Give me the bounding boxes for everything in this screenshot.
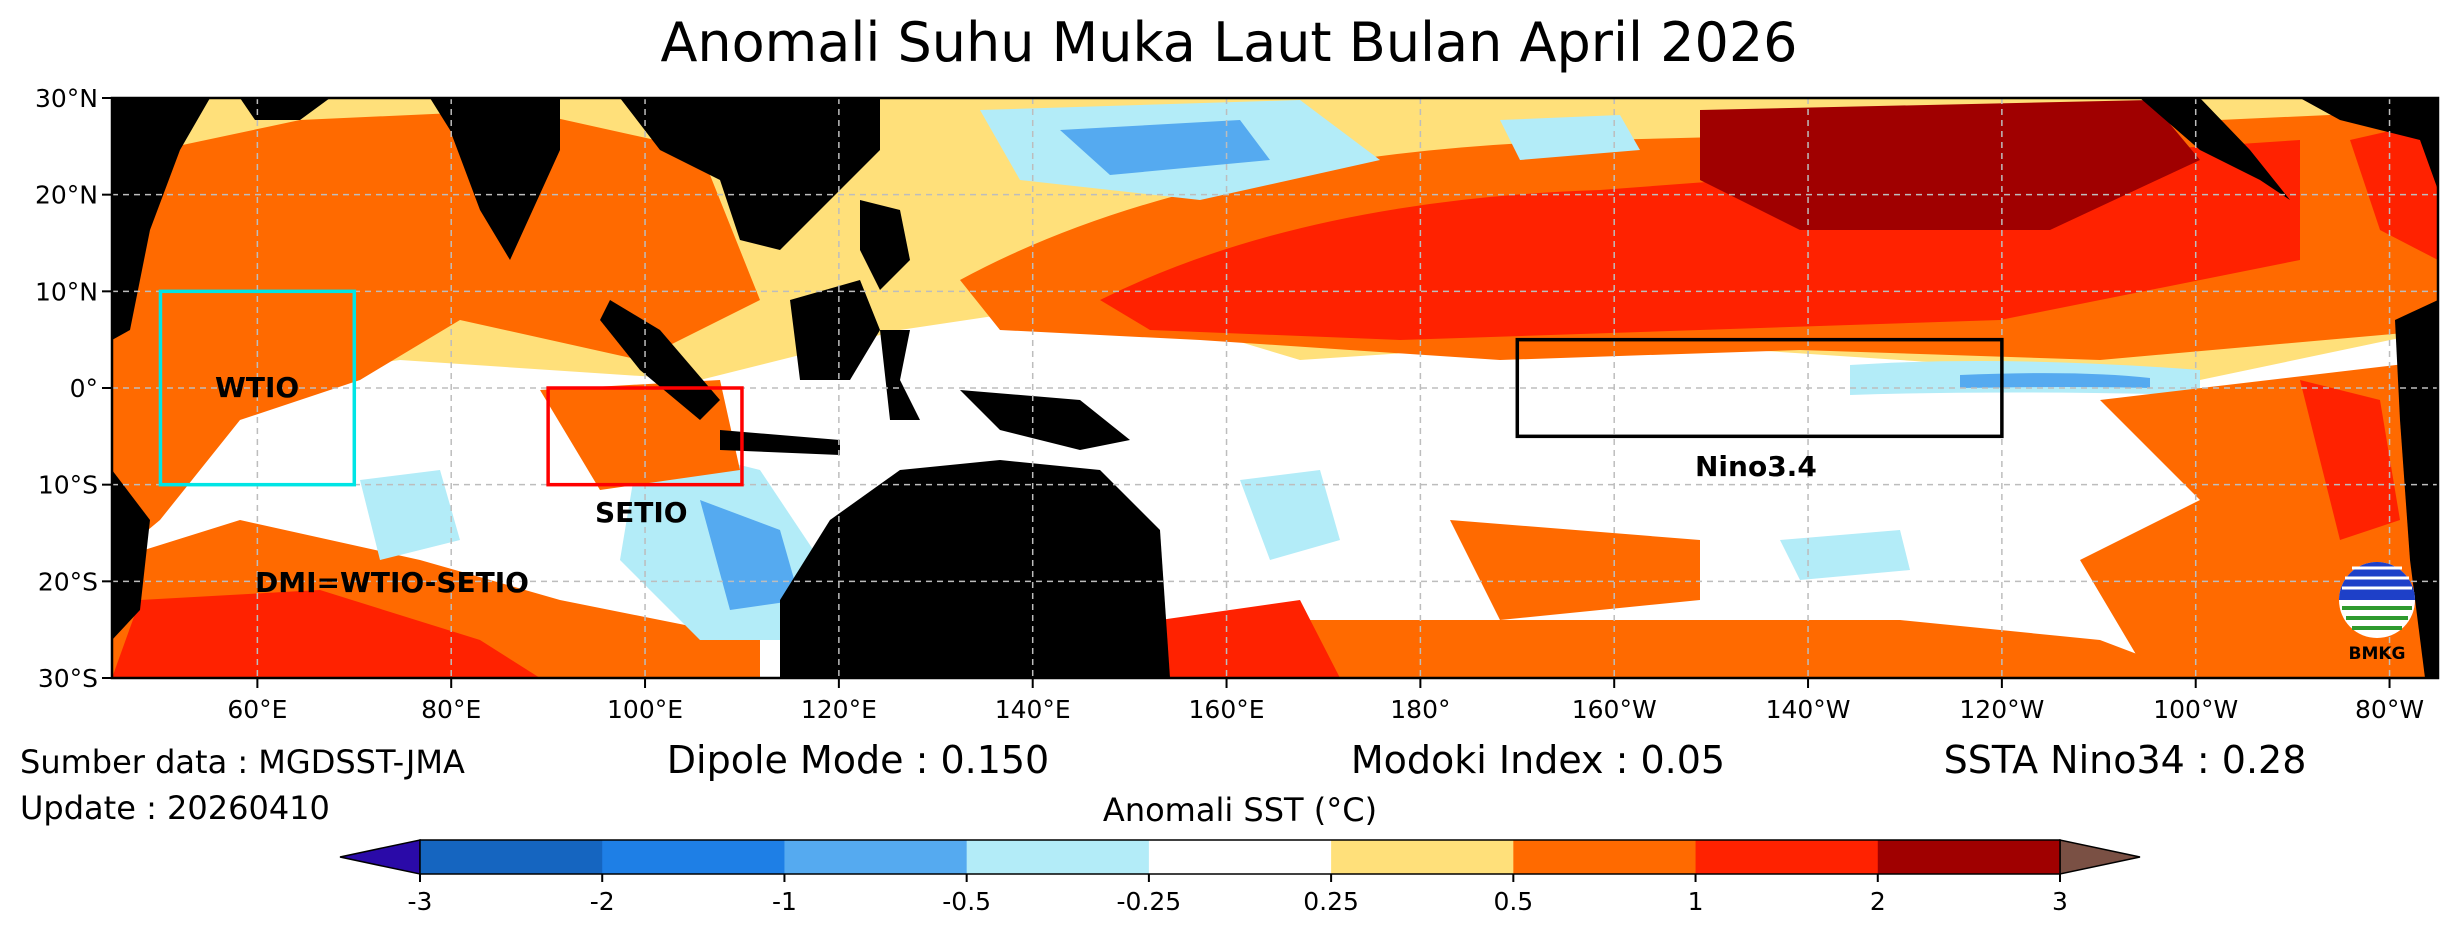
nino34-value: SSTA Nino34 : 0.28	[1943, 738, 2307, 782]
colorbar-segment	[602, 840, 785, 874]
colorbar-tick-label: 2	[1870, 887, 1886, 916]
colorbar-tick-label: -0.25	[1117, 887, 1182, 916]
lon-tick-label: 60°E	[227, 695, 287, 724]
modoki-index-value: Modoki Index : 0.05	[1350, 738, 1726, 782]
colorbar-segment	[966, 840, 1150, 874]
label-dmi: DMI=WTIO-SETIO	[255, 566, 529, 599]
lon-tick-label: 100°W	[2153, 695, 2238, 724]
colorbar-tick-label: 1	[1688, 887, 1704, 916]
colorbar-frame	[419, 839, 2061, 875]
colorbar-segment	[1331, 840, 1514, 874]
axis-ticks: 30°N 20°N 10°N 0° 10°S 20°S 30°S 60°E 80°E 100°E 1…	[35, 84, 2424, 724]
lat-tick-label: 10°S	[38, 471, 98, 500]
lat-tick-label: 20°S	[38, 567, 98, 596]
colorbar-tick-label: -2	[590, 887, 615, 916]
box-setio	[546, 386, 744, 487]
graticule	[112, 98, 2438, 678]
colorbar-segment	[1877, 840, 2061, 874]
lon-tick-label: 160°W	[1572, 695, 1657, 724]
colorbar-segment	[784, 840, 968, 874]
label-nino34: Nino3.4	[1695, 450, 1817, 483]
lon-tick-label: 140°W	[1766, 695, 1851, 724]
land-mask	[112, 98, 2438, 678]
colorbar-segment	[1513, 840, 1697, 874]
lon-tick-label: 80°W	[2355, 695, 2424, 724]
colorbar: -3 -2 -1 -0.5 -0.25 0.25 0.5 1 2 3	[339, 839, 2141, 916]
lon-tick-label: 80°E	[421, 695, 481, 724]
lon-tick-label: 160°E	[1189, 695, 1265, 724]
label-wtio: WTIO	[215, 371, 299, 404]
lon-tick-label: 140°E	[995, 695, 1071, 724]
colorbar-tick-label: 3	[2052, 887, 2068, 916]
box-wtio	[158, 289, 357, 487]
dipole-mode-value: Dipole Mode : 0.150	[666, 738, 1050, 782]
lon-tick-label: 120°E	[801, 695, 877, 724]
index-boxes	[158, 289, 2004, 487]
colorbar-segment	[420, 840, 603, 874]
colorbar-title: Anomali SST (°C)	[1102, 791, 1378, 829]
lat-tick-label: 0°	[70, 374, 98, 403]
colorbar-tick-label: -0.5	[942, 887, 991, 916]
colorbar-segment	[1695, 840, 1879, 874]
lat-tick-label: 30°S	[38, 664, 98, 693]
lon-tick-label: 100°E	[607, 695, 683, 724]
label-setio: SETIO	[595, 496, 688, 529]
lon-tick-label: 180°	[1390, 695, 1450, 724]
colorbar-tick-label: -1	[772, 887, 797, 916]
lat-tick-label: 10°N	[35, 277, 98, 306]
colorbar-under-arrow	[339, 839, 421, 875]
colorbar-tick-label: 0.5	[1493, 887, 1533, 916]
lat-tick-label: 30°N	[35, 84, 98, 113]
data-source: Sumber data : MGDSST-JMA	[20, 743, 465, 781]
colorbar-tick-label: -3	[408, 887, 433, 916]
logo-text: BMKG	[2348, 644, 2405, 664]
colorbar-tick-label: 0.25	[1303, 887, 1359, 916]
bmkg-logo: BMKG	[2339, 562, 2415, 664]
colorbar-segment	[1148, 840, 1332, 874]
update-date: Update : 20260410	[20, 789, 330, 827]
box-nino34	[1515, 337, 2004, 439]
lat-tick-label: 20°N	[35, 181, 98, 210]
lon-tick-label: 120°W	[1959, 695, 2044, 724]
colorbar-over-arrow	[2059, 839, 2141, 875]
map-title: Anomali Suhu Muka Laut Bulan April 2026	[660, 11, 1798, 74]
